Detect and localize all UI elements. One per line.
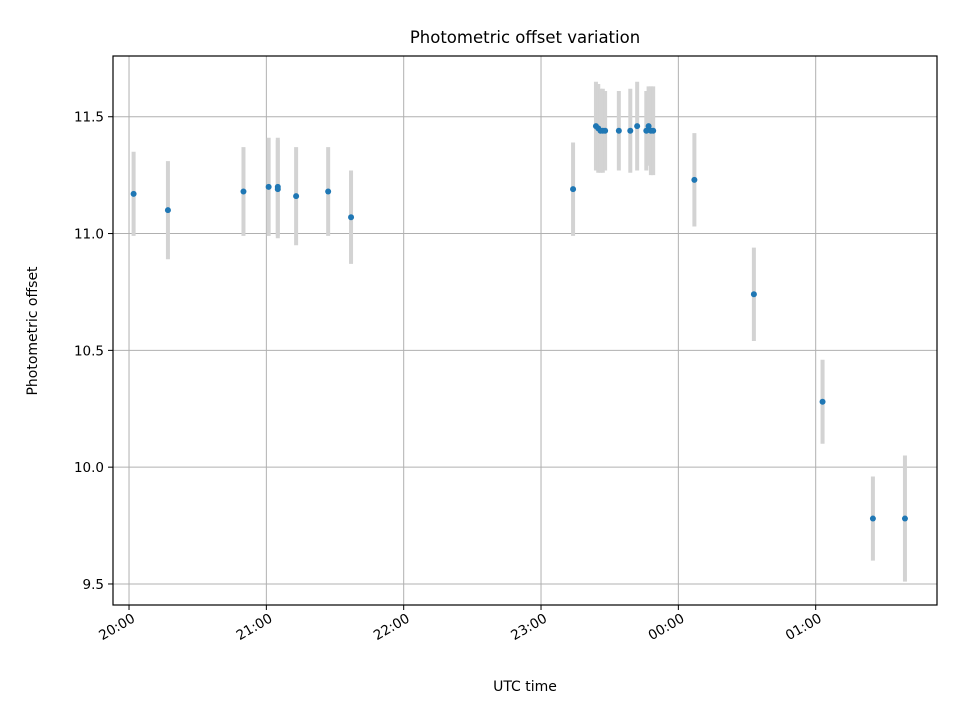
data-point [130, 190, 137, 197]
data-point [570, 186, 577, 193]
y-axis-label: Photometric offset [25, 266, 41, 396]
data-point [325, 188, 332, 195]
data-point [901, 515, 908, 522]
data-point [819, 398, 826, 405]
y-tick-label: 11.5 [74, 110, 104, 126]
plot-frame [112, 55, 938, 606]
data-point [650, 127, 657, 134]
data-points [130, 123, 908, 522]
chart-title: Photometric offset variation [410, 28, 640, 47]
data-point [750, 291, 757, 298]
y-tick-label: 11.0 [74, 227, 104, 243]
grid-lines [113, 56, 937, 605]
data-point [164, 207, 171, 214]
data-point [691, 176, 698, 183]
data-point [615, 127, 622, 134]
data-point [293, 193, 300, 200]
y-tick-label: 10.5 [74, 343, 104, 359]
data-point [348, 214, 355, 221]
y-axis-ticks: 9.5 10.0 10.5 11.0 11.5 [74, 110, 113, 593]
data-point [869, 515, 876, 522]
data-point [265, 183, 272, 190]
data-point [627, 127, 634, 134]
y-tick-label: 9.5 [83, 577, 104, 593]
data-point [274, 186, 281, 193]
data-point [634, 123, 641, 130]
data-point [645, 123, 652, 130]
data-point [643, 127, 650, 134]
data-point [602, 127, 609, 134]
data-point [240, 188, 247, 195]
y-tick-label: 10.0 [74, 460, 104, 476]
x-axis-label: UTC time [493, 679, 557, 695]
